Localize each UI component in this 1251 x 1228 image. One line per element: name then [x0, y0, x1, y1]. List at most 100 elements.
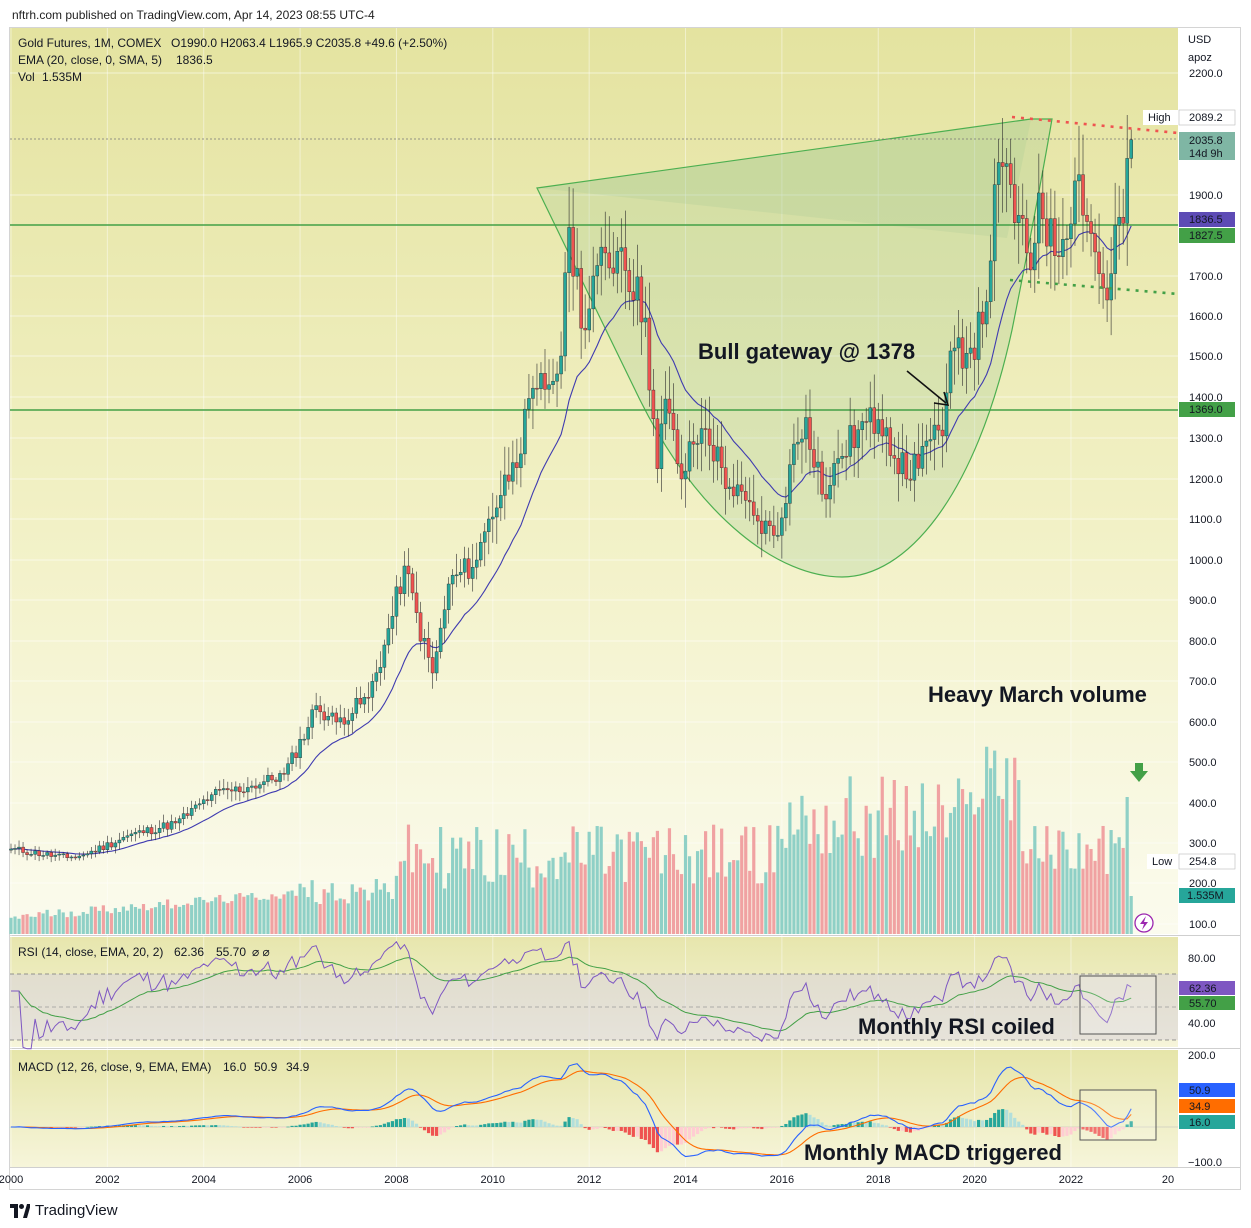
- annotation-macd-triggered: Monthly MACD triggered: [804, 1140, 1062, 1165]
- candle-body: [936, 424, 941, 431]
- candle-body: [222, 788, 226, 791]
- candle-body: [338, 717, 342, 723]
- macd-hist-bar: [764, 1127, 768, 1129]
- volume-bar: [274, 896, 278, 934]
- candle-body: [181, 813, 186, 819]
- macd-hist-bar: [663, 1127, 668, 1149]
- candle-body: [410, 573, 415, 594]
- macd-hist-bar: [394, 1119, 399, 1127]
- candle-body: [647, 317, 652, 391]
- volume-bar: [587, 831, 591, 934]
- price-tick: 2200.0: [1189, 68, 1223, 80]
- volume-bar: [732, 860, 736, 934]
- rsi-badge: 62.36: [1189, 983, 1217, 995]
- candle-body: [743, 491, 748, 501]
- macd-hist-bar: [981, 1120, 985, 1127]
- volume-bar: [294, 895, 298, 934]
- candle-body: [201, 799, 206, 804]
- legend-vol-value: 1.535M: [42, 70, 82, 84]
- volume-bar: [1089, 848, 1093, 934]
- macd-hist-bar: [1109, 1127, 1113, 1139]
- macd-hist-bar: [1045, 1127, 1049, 1135]
- volume-bar: [170, 908, 174, 934]
- macd-hist-bar: [1057, 1127, 1061, 1138]
- gold-futures-chart[interactable]: Bull gateway @ 1378 Heavy March volume G…: [0, 0, 1251, 1200]
- candle-body: [1077, 174, 1081, 182]
- time-tick: 2006: [288, 1174, 312, 1186]
- volume-bar: [1041, 861, 1045, 934]
- candle-body: [595, 265, 599, 277]
- macd-hist-bar: [230, 1126, 234, 1127]
- volume-bar: [744, 826, 748, 934]
- volume-bar: [1037, 858, 1041, 934]
- axis-currency: USD: [1188, 34, 1211, 46]
- volume-bar: [89, 906, 93, 934]
- macd-hist-bar: [459, 1125, 463, 1127]
- volume-bar: [615, 834, 619, 934]
- candle-body: [1129, 139, 1133, 159]
- rsi-ma-line: [11, 956, 1132, 1032]
- candle-body: [402, 565, 407, 594]
- macd-hist-bar: [1025, 1127, 1029, 1130]
- time-axis[interactable]: 2000 2002 2004 2006 2008 2010 2012 2014 2016 2018…: [0, 1174, 1174, 1186]
- volume-bar: [531, 887, 535, 934]
- macd-hist-bar: [491, 1123, 495, 1127]
- volume-bar: [699, 849, 704, 934]
- candle-body: [699, 428, 704, 444]
- candle-body: [856, 429, 860, 448]
- candle-body: [1021, 215, 1025, 219]
- candle-body: [515, 462, 519, 468]
- macd-hist-bar: [655, 1127, 660, 1153]
- macd-hist-bar: [69, 1127, 73, 1128]
- candlesticks: [9, 115, 1133, 863]
- volume-bar: [157, 902, 162, 934]
- volume-bar: [567, 862, 571, 934]
- price-tick: 1900.0: [1189, 190, 1223, 202]
- candle-body: [93, 850, 98, 853]
- macd-hist-bar: [133, 1125, 138, 1127]
- volume-bar: [639, 841, 643, 934]
- price-tick: 300.0: [1189, 838, 1217, 850]
- volume-bar: [595, 826, 599, 934]
- candle-body: [334, 712, 338, 723]
- price-axis[interactable]: USD apoz 2200.0 1900.0 1700.0 1600.0 1500.0 1…: [1188, 34, 1223, 931]
- price-pane-bg: [10, 28, 1178, 934]
- macd-hist-bar: [418, 1127, 423, 1128]
- macd-hist-bar: [182, 1125, 186, 1127]
- tradingview-logo[interactable]: TradingView: [10, 1202, 118, 1219]
- volume-bar: [17, 918, 21, 934]
- candle-body: [671, 412, 676, 430]
- macd-hist-bar: [141, 1125, 146, 1127]
- volume-bar: [422, 863, 427, 934]
- macd-hist-bar: [756, 1127, 760, 1129]
- macd-hist-bar: [314, 1121, 318, 1127]
- volume-bar: [515, 857, 519, 934]
- macd-hist-bar: [800, 1114, 804, 1127]
- macd-hist-bar: [234, 1126, 238, 1127]
- macd-hist-bar: [744, 1127, 748, 1129]
- candle-body: [434, 651, 439, 674]
- candle-body: [382, 644, 387, 668]
- volume-bar: [944, 837, 949, 934]
- macd-hist-bar: [631, 1127, 635, 1137]
- volume-bar: [1117, 837, 1121, 934]
- macd-hist-bar: [49, 1127, 53, 1128]
- candle-body: [85, 853, 90, 856]
- macd-hist-bar: [406, 1118, 411, 1127]
- candle-body: [487, 518, 491, 532]
- down-arrow-icon: [1130, 763, 1148, 782]
- time-tick: 2004: [191, 1174, 215, 1186]
- low-label: Low: [1152, 856, 1172, 868]
- candle-body: [491, 516, 495, 520]
- volume-bar: [9, 917, 13, 934]
- candle-body: [731, 486, 736, 497]
- volume-bar: [113, 908, 117, 934]
- macd-hist-bar: [1001, 1109, 1005, 1127]
- volume-bar: [1025, 863, 1029, 934]
- volume-bar: [964, 804, 969, 934]
- candle-body: [772, 525, 776, 536]
- macd-hist-value: 16.0: [223, 1060, 247, 1074]
- candle-body: [242, 791, 246, 794]
- candle-body: [13, 848, 17, 850]
- candle-body: [1065, 238, 1069, 241]
